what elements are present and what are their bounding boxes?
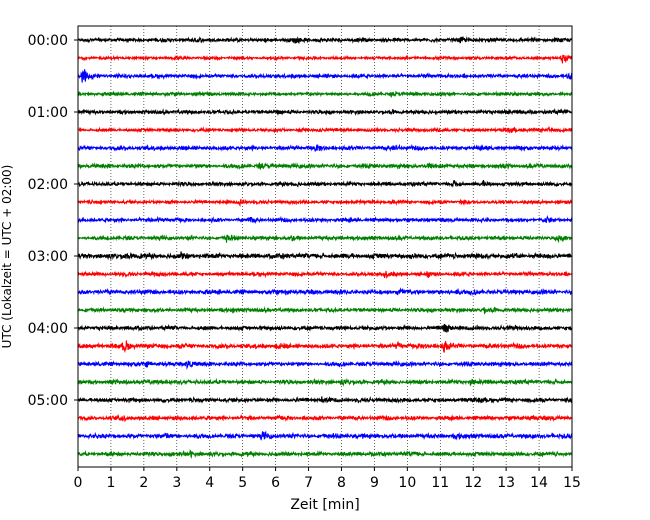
x-tick-label: 4	[205, 475, 214, 491]
x-tick-label: 6	[271, 475, 280, 491]
x-tick-label: 9	[370, 475, 379, 491]
x-tick-label: 2	[139, 475, 148, 491]
x-tick-label: 15	[563, 475, 581, 491]
trace-row-15	[77, 306, 573, 315]
trace-row-21	[77, 413, 573, 423]
trace-row-12	[77, 251, 573, 261]
trace-row-3	[77, 90, 573, 98]
trace-row-8	[77, 179, 573, 188]
trace-row-16	[77, 323, 573, 333]
trace-row-10	[77, 215, 573, 224]
trace-row-1	[77, 54, 573, 64]
y-tick-label: 05:00	[28, 393, 68, 409]
y-tick-label: 04:00	[28, 321, 68, 337]
x-tick-label: 7	[304, 475, 313, 491]
x-axis-ticks: 0 1 2 3 4 5 6 7 8 9 10 11 12 13 14 15	[74, 467, 581, 491]
trace-group	[77, 35, 573, 459]
y-axis-ticks: 00:00 01:00 02:00 03:00 04:00 05:00	[28, 33, 78, 409]
trace-row-19	[77, 377, 573, 387]
x-tick-label: 12	[464, 475, 482, 491]
trace-row-13	[77, 269, 573, 279]
trace-row-20	[77, 395, 573, 404]
x-tick-label: 8	[337, 475, 346, 491]
trace-row-14	[77, 287, 573, 297]
y-tick-label: 00:00	[28, 33, 68, 49]
plot-frame	[77, 25, 573, 468]
x-axis-label: Zeit [min]	[290, 497, 359, 513]
x-tick-label: 10	[398, 475, 416, 491]
trace-row-18	[77, 360, 573, 370]
x-tick-label: 13	[497, 475, 515, 491]
y-tick-label: 01:00	[28, 105, 68, 121]
trace-row-11	[77, 234, 573, 244]
x-tick-label: 5	[238, 475, 247, 491]
x-tick-label: 11	[431, 475, 449, 491]
trace-row-6	[77, 143, 573, 153]
trace-row-9	[77, 198, 573, 208]
trace-row-5	[77, 126, 573, 134]
trace-row-0	[77, 35, 573, 45]
y-tick-label: 03:00	[28, 249, 68, 265]
y-tick-label: 02:00	[28, 177, 68, 193]
x-tick-label: 14	[530, 475, 548, 491]
x-tick-label: 3	[172, 475, 181, 491]
x-tick-label: 0	[74, 475, 83, 491]
trace-row-23	[77, 449, 573, 459]
trace-row-4	[77, 108, 573, 117]
trace-row-2	[77, 69, 573, 83]
x-tick-label: 1	[106, 475, 115, 491]
trace-row-7	[77, 162, 573, 171]
y-axis-label: UTC (Lokalzeit = UTC + 02:00)	[0, 165, 14, 349]
trace-row-22	[77, 430, 573, 441]
trace-row-17	[77, 340, 573, 354]
